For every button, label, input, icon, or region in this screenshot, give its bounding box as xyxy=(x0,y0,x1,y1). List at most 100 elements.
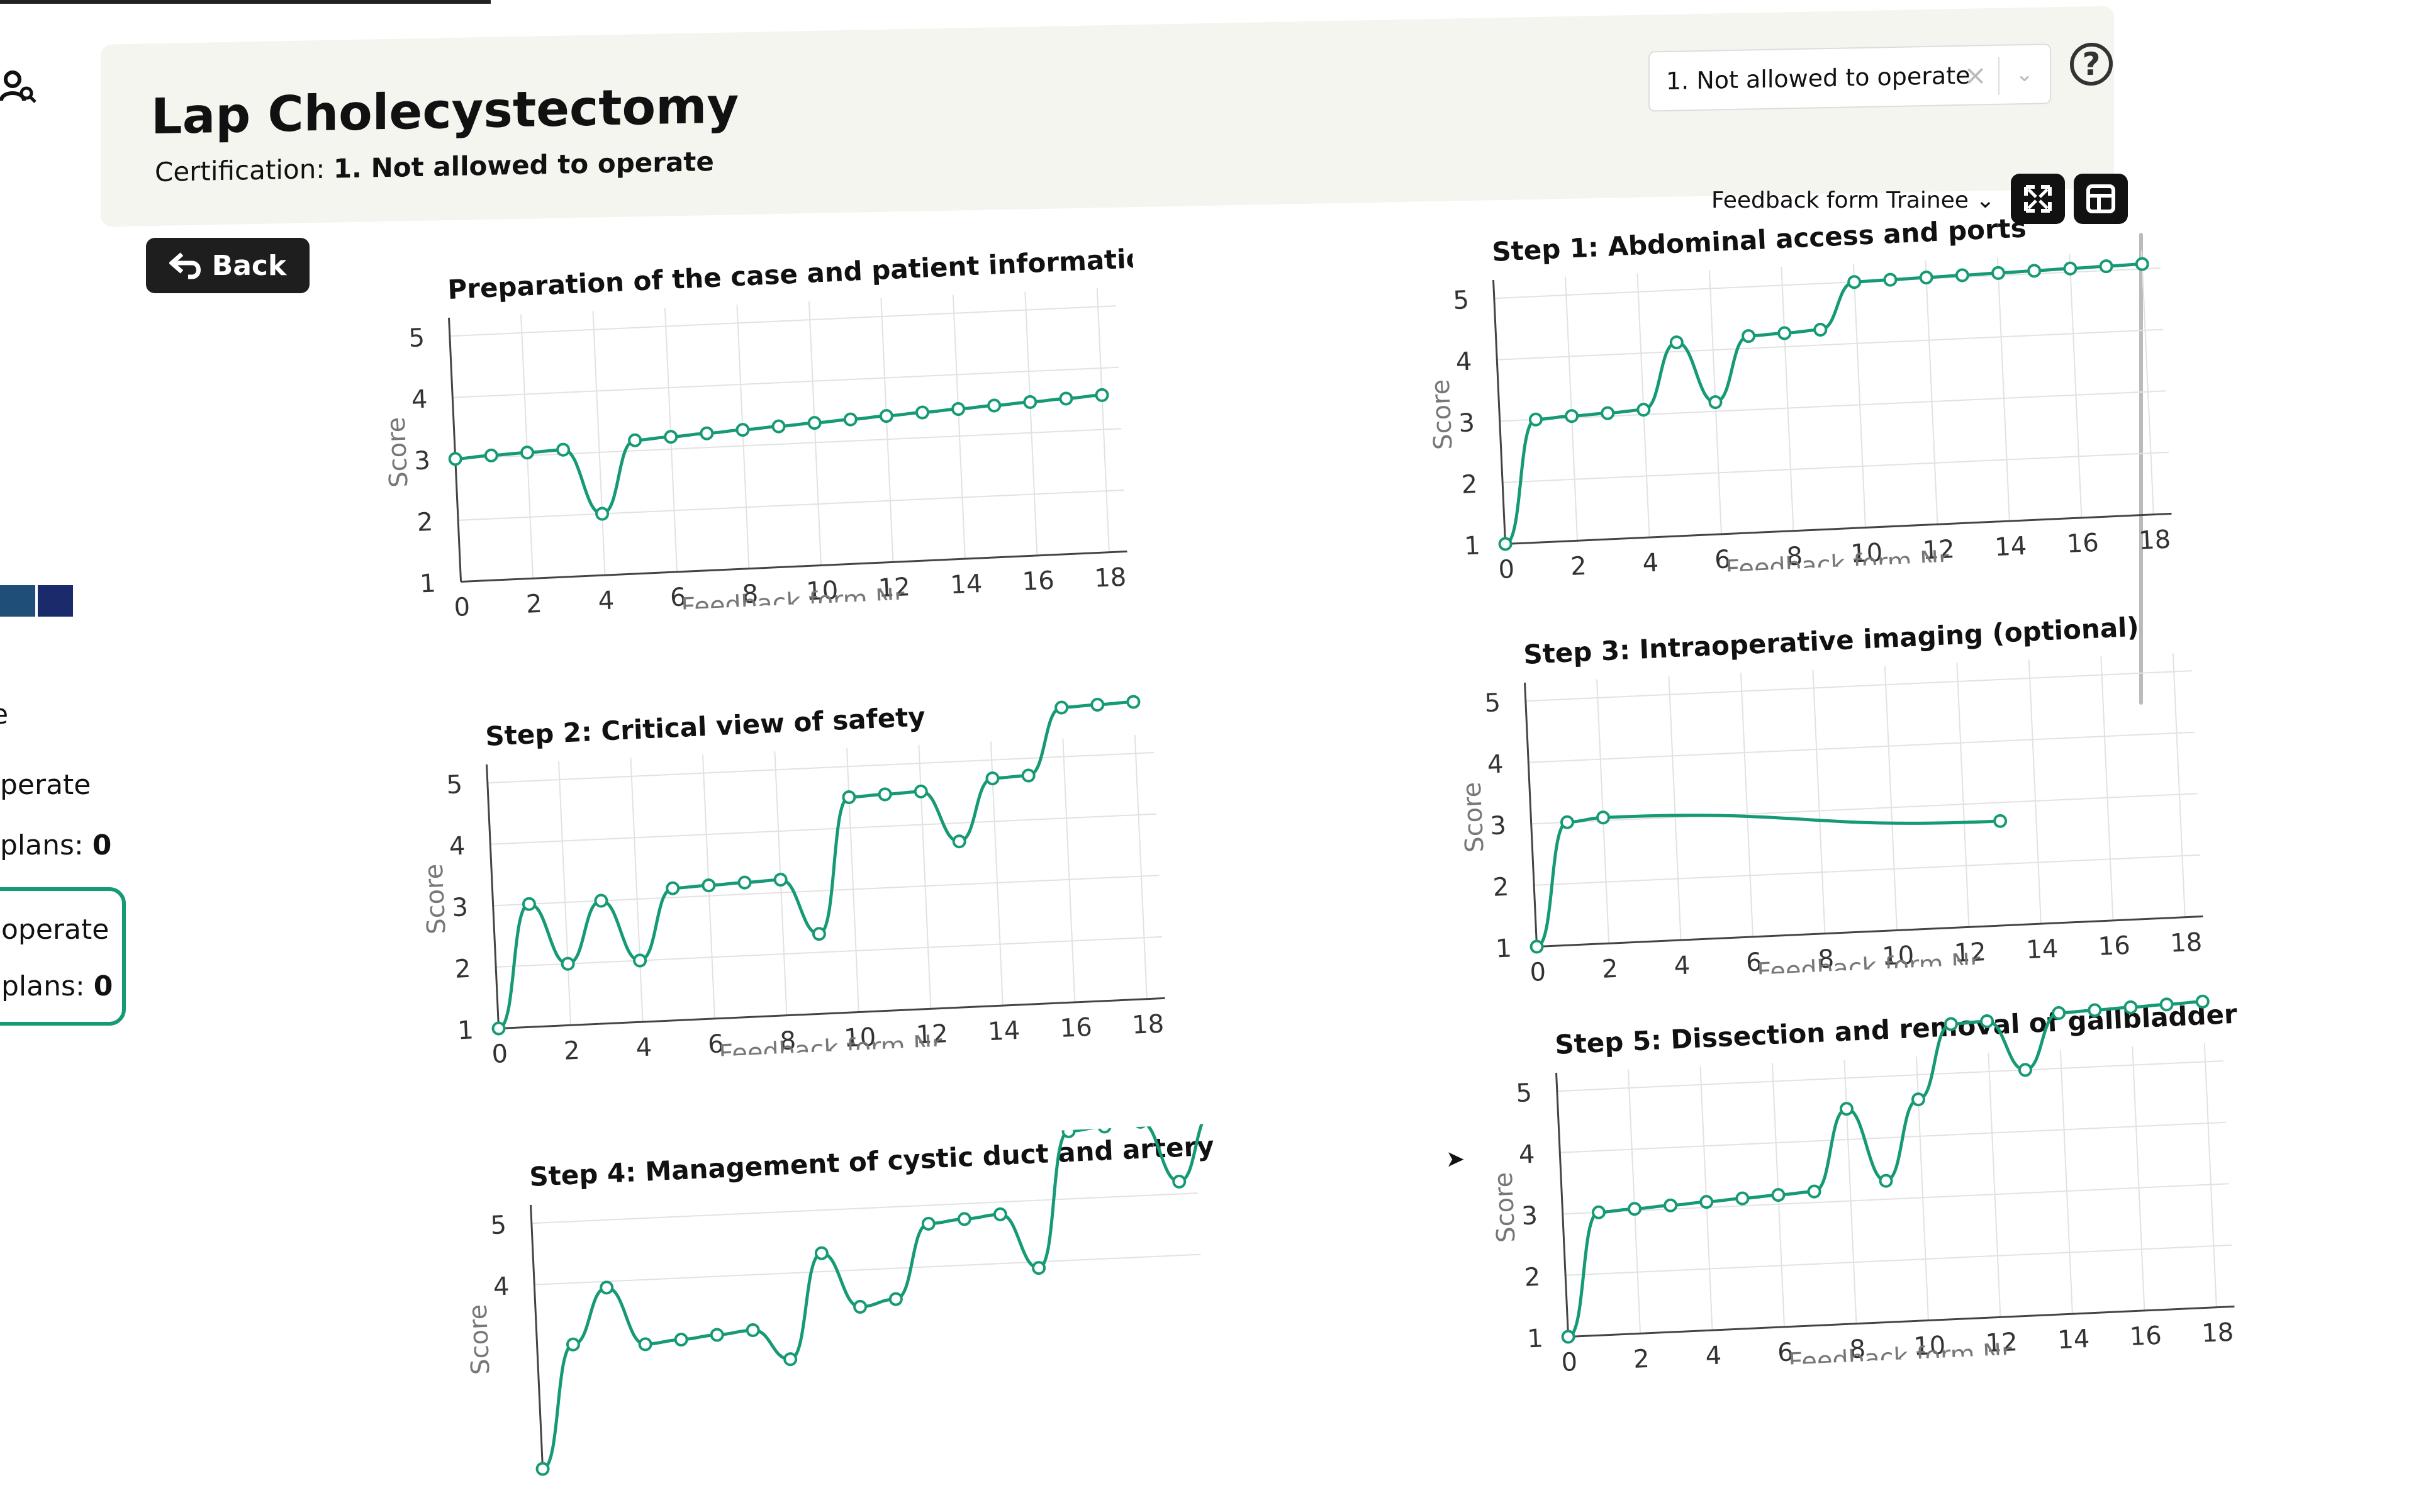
grid-line-x xyxy=(2132,1046,2145,1311)
series-line xyxy=(455,393,1102,516)
grid-line-x xyxy=(1024,291,1038,556)
data-point xyxy=(1023,395,1037,409)
y-axis xyxy=(1524,682,1538,947)
certification-select-value: 1. Not allowed to operate xyxy=(1666,61,1971,95)
y-axis-label: Score xyxy=(1489,1172,1521,1243)
grid-line-y xyxy=(493,875,1160,907)
layout-button[interactable] xyxy=(2074,174,2128,224)
x-tick-label: 6 xyxy=(669,583,687,612)
data-point xyxy=(594,893,608,908)
x-tick-label: 14 xyxy=(987,1016,1021,1046)
x-axis xyxy=(498,997,1165,1029)
grid-line-x xyxy=(592,311,606,576)
grid-line-x xyxy=(2203,1043,2217,1308)
y-axis xyxy=(1492,279,1507,544)
y-tick-label: 3 xyxy=(413,446,431,476)
data-point xyxy=(710,1328,724,1342)
mouse-cursor-icon: ➤ xyxy=(1446,1146,1465,1172)
grid-line-y xyxy=(1565,1244,2232,1276)
data-point xyxy=(2195,994,2210,1009)
x-tick-label: 2 xyxy=(563,1036,581,1066)
chevron-down-icon[interactable]: ⌄ xyxy=(2015,61,2034,87)
chart-step-2: Step 2: Critical view of safety 0 2 4 6 8 10 12… xyxy=(415,683,1185,1072)
sidebar-card[interactable]: operate plans: 0 xyxy=(0,887,126,1026)
data-point xyxy=(520,445,534,460)
data-point xyxy=(1560,815,1574,829)
chart-title: Step 3: Intraoperative imaging (optional… xyxy=(1523,612,2139,670)
x-tick-label: 14 xyxy=(1994,532,2027,562)
data-point xyxy=(1664,1198,1678,1212)
clear-icon[interactable]: × xyxy=(1964,59,1987,92)
grid-line-x xyxy=(2069,254,2083,518)
data-point xyxy=(522,897,536,911)
x-tick-label: 16 xyxy=(2098,931,2131,961)
grid-line-x xyxy=(1843,1060,1857,1324)
chart-svg: Preparation of the case and patient info… xyxy=(382,242,1164,622)
data-point xyxy=(1991,266,2006,280)
certification-select[interactable]: 1. Not allowed to operate × ⌄ xyxy=(1648,43,2051,112)
data-point xyxy=(556,442,571,457)
data-point xyxy=(1708,395,1723,410)
data-point xyxy=(628,433,642,447)
grid-line-y xyxy=(1560,1121,2227,1153)
user-search-icon[interactable] xyxy=(0,68,38,106)
data-point xyxy=(1530,939,1544,954)
feedback-form-select[interactable]: Feedback form Trainee ⌄ xyxy=(1711,188,1995,213)
grid-line-x xyxy=(1852,263,1866,528)
x-tick-label: 10 xyxy=(1913,1331,1946,1361)
grid-line-x xyxy=(1134,735,1148,999)
x-tick-label: 10 xyxy=(843,1022,876,1053)
data-point xyxy=(1955,268,1969,283)
data-point xyxy=(842,790,856,804)
data-point xyxy=(1699,1195,1714,1209)
y-axis-label: Score xyxy=(1458,781,1490,853)
data-point xyxy=(600,1280,614,1295)
y-tick-label: 2 xyxy=(1492,873,1510,902)
help-icon[interactable]: ? xyxy=(2070,42,2113,86)
data-point xyxy=(921,1216,936,1231)
data-point xyxy=(773,873,788,887)
grid-line-x xyxy=(1668,676,1682,941)
x-axis xyxy=(1568,1305,2235,1338)
grid-line-y xyxy=(1534,854,2201,886)
page-title: Lap Cholecystectomy xyxy=(151,77,739,146)
chart-step-4: Step 4: Management of cystic duct and ar… xyxy=(459,1111,1229,1512)
data-point xyxy=(664,430,678,444)
x-tick-label: 12 xyxy=(878,573,911,603)
grid-line-y xyxy=(1557,1060,2223,1092)
y-tick-label: 5 xyxy=(1452,286,1470,315)
fullscreen-button[interactable] xyxy=(2011,174,2065,224)
x-tick-label: 0 xyxy=(1530,958,1547,987)
data-point xyxy=(1032,1261,1046,1275)
scrollbar[interactable] xyxy=(2139,233,2143,705)
data-point xyxy=(1735,1191,1750,1206)
data-point xyxy=(985,771,1000,786)
x-tick-label: 16 xyxy=(2066,529,2100,559)
grid-line-x xyxy=(990,741,1004,1006)
data-point xyxy=(1980,1014,1994,1028)
x-tick-label: 16 xyxy=(2129,1321,2162,1352)
data-point xyxy=(914,784,928,798)
y-tick-label: 3 xyxy=(1521,1201,1538,1231)
back-button[interactable]: Back xyxy=(146,238,310,293)
y-tick-label: 3 xyxy=(1489,811,1507,841)
x-tick-label: 12 xyxy=(915,1019,949,1050)
x-axis-label: Feedback form Nr. xyxy=(1725,545,1955,584)
data-point xyxy=(1771,1188,1786,1202)
x-tick-label: 18 xyxy=(2138,525,2171,556)
data-point xyxy=(915,405,929,420)
select-separator xyxy=(1998,57,1999,95)
data-point xyxy=(1847,275,1862,289)
y-tick-label: 2 xyxy=(417,508,434,537)
data-point xyxy=(566,1337,580,1352)
chart-title: Preparation of the case and patient info… xyxy=(447,242,1148,305)
x-tick-label: 6 xyxy=(1745,948,1763,977)
y-tick-label: 5 xyxy=(1515,1078,1533,1108)
data-point xyxy=(1883,272,1898,287)
data-point xyxy=(1839,1102,1854,1116)
grid-line-x xyxy=(2059,1050,2073,1314)
back-button-label: Back xyxy=(211,249,287,282)
grid-line-x xyxy=(808,301,822,566)
grid-line-x xyxy=(1925,260,1938,525)
grid-line-x xyxy=(846,748,859,1012)
